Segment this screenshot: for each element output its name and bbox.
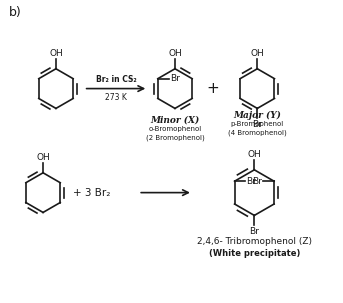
Text: OH: OH bbox=[36, 153, 50, 162]
Text: 2,4,6- Tribromophenol (Z): 2,4,6- Tribromophenol (Z) bbox=[197, 237, 312, 246]
Text: 273 K: 273 K bbox=[105, 92, 127, 102]
Text: Br: Br bbox=[170, 74, 180, 83]
Text: Br: Br bbox=[249, 227, 259, 236]
Text: p-Bromophenol: p-Bromophenol bbox=[231, 121, 284, 127]
Text: (White precipitate): (White precipitate) bbox=[209, 249, 300, 258]
Text: OH: OH bbox=[49, 49, 63, 58]
Text: Major (Y): Major (Y) bbox=[233, 110, 281, 119]
Text: OH: OH bbox=[247, 150, 261, 159]
Text: OH: OH bbox=[250, 49, 264, 58]
Text: (2 Bromophenol): (2 Bromophenol) bbox=[145, 134, 204, 141]
Text: + 3 Br₂: + 3 Br₂ bbox=[73, 188, 110, 198]
Text: Br₂ in CS₂: Br₂ in CS₂ bbox=[96, 75, 136, 84]
Text: o-Bromophenol: o-Bromophenol bbox=[148, 126, 202, 132]
Text: Br: Br bbox=[247, 177, 256, 186]
Text: OH: OH bbox=[168, 49, 182, 58]
Text: Br: Br bbox=[252, 177, 262, 186]
Text: Br: Br bbox=[252, 120, 262, 129]
Text: (4 Bromophenol): (4 Bromophenol) bbox=[228, 129, 287, 136]
Text: b): b) bbox=[9, 6, 22, 19]
Text: Minor (X): Minor (X) bbox=[150, 115, 200, 124]
Text: +: + bbox=[206, 81, 219, 96]
